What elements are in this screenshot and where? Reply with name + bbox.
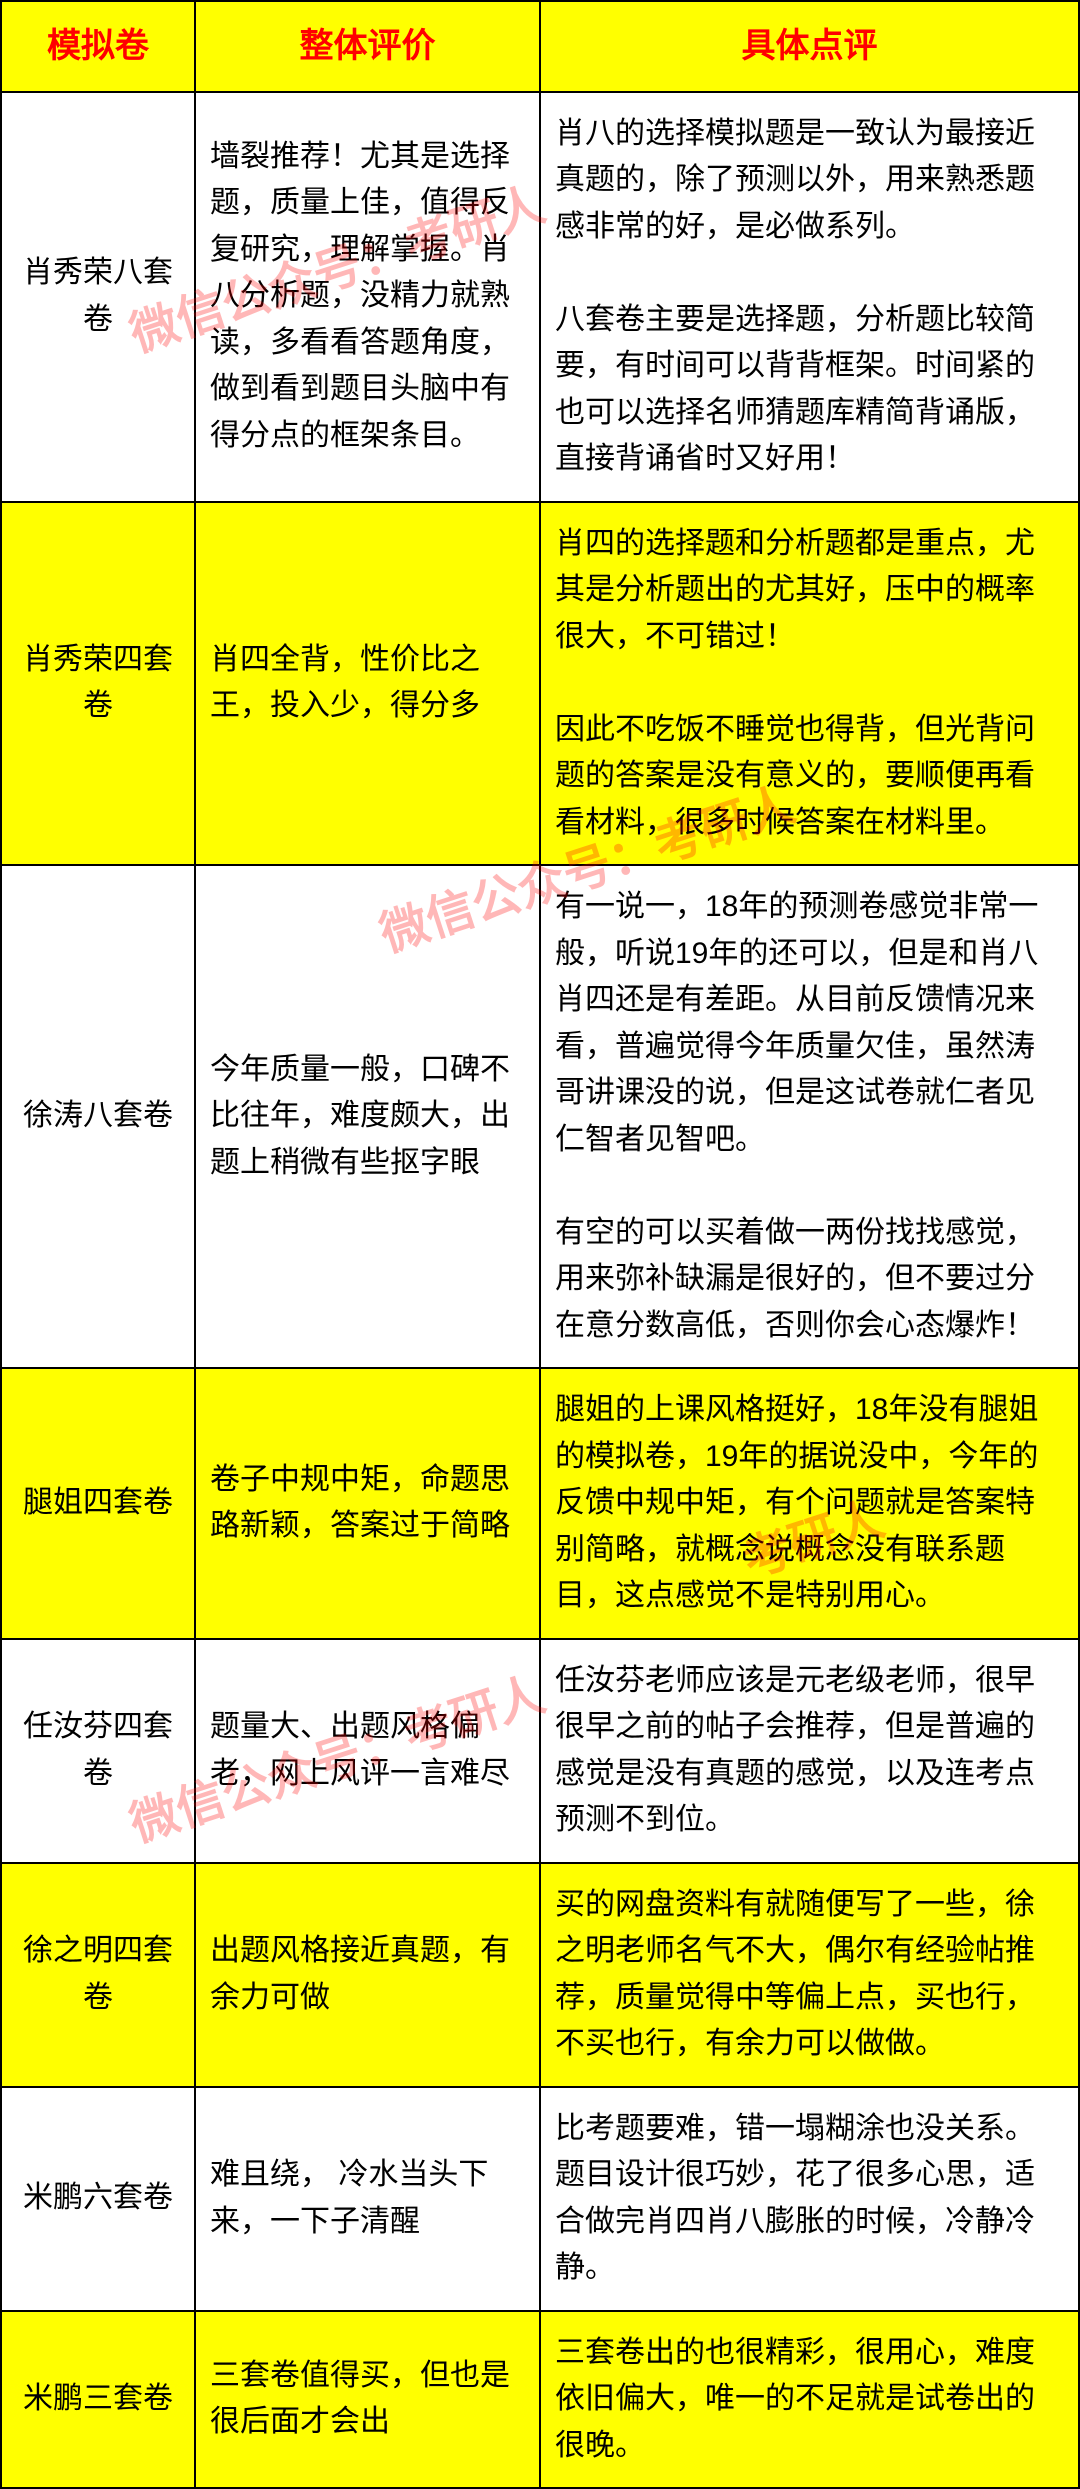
table-header-row: 模拟卷整体评价具体点评 (1, 1, 1079, 92)
cell-overall: 三套卷值得买，但也是很后面才会出 (195, 2311, 540, 2489)
table-row: 米鹏六套卷难且绕， 冷水当头下来，一下子清醒比考题要难，错一塌糊涂也没关系。题目… (1, 2087, 1079, 2311)
cell-detail: 三套卷出的也很精彩，很用心，难度依旧偏大，唯一的不足就是试卷出的很晚。 (540, 2311, 1079, 2489)
cell-overall: 题量大、出题风格偏老，网上风评一言难尽 (195, 1639, 540, 1863)
cell-detail: 腿姐的上课风格挺好，18年没有腿姐的模拟卷，19年的据说没中，今年的反馈中规中矩… (540, 1368, 1079, 1639)
cell-name: 徐之明四套卷 (1, 1863, 195, 2087)
cell-name: 任汝芬四套卷 (1, 1639, 195, 1863)
cell-detail: 任汝芬老师应该是元老级老师，很早很早之前的帖子会推荐，但是普遍的感觉是没有真题的… (540, 1639, 1079, 1863)
header-cell-2: 具体点评 (540, 1, 1079, 92)
cell-overall: 难且绕， 冷水当头下来，一下子清醒 (195, 2087, 540, 2311)
page-container: 模拟卷整体评价具体点评 肖秀荣八套卷墙裂推荐！尤其是选择题，质量上佳，值得反复研… (0, 0, 1080, 2489)
cell-name: 米鹏三套卷 (1, 2311, 195, 2489)
table-row: 徐涛八套卷今年质量一般，口碑不比往年，难度颇大，出题上稍微有些抠字眼有一说一，1… (1, 865, 1079, 1368)
cell-name: 肖秀荣八套卷 (1, 92, 195, 502)
header-cell-1: 整体评价 (195, 1, 540, 92)
table-row: 任汝芬四套卷题量大、出题风格偏老，网上风评一言难尽任汝芬老师应该是元老级老师，很… (1, 1639, 1079, 1863)
cell-overall: 今年质量一般，口碑不比往年，难度颇大，出题上稍微有些抠字眼 (195, 865, 540, 1368)
cell-overall: 墙裂推荐！尤其是选择题，质量上佳，值得反复研究，理解掌握。肖八分析题，没精力就熟… (195, 92, 540, 502)
cell-detail: 肖八的选择模拟题是一致认为最接近真题的，除了预测以外，用来熟悉题感非常的好，是必… (540, 92, 1079, 502)
cell-name: 米鹏六套卷 (1, 2087, 195, 2311)
cell-detail: 比考题要难，错一塌糊涂也没关系。题目设计很巧妙，花了很多心思，适合做完肖四肖八膨… (540, 2087, 1079, 2311)
table-row: 肖秀荣四套卷肖四全背，性价比之王，投入少，得分多肖四的选择题和分析题都是重点，尤… (1, 502, 1079, 866)
header-cell-0: 模拟卷 (1, 1, 195, 92)
review-table: 模拟卷整体评价具体点评 肖秀荣八套卷墙裂推荐！尤其是选择题，质量上佳，值得反复研… (0, 0, 1080, 2489)
table-row: 米鹏三套卷三套卷值得买，但也是很后面才会出三套卷出的也很精彩，很用心，难度依旧偏… (1, 2311, 1079, 2489)
cell-detail: 买的网盘资料有就随便写了一些，徐之明老师名气不大，偶尔有经验帖推荐，质量觉得中等… (540, 1863, 1079, 2087)
table-row: 徐之明四套卷出题风格接近真题，有余力可做买的网盘资料有就随便写了一些，徐之明老师… (1, 1863, 1079, 2087)
table-row: 腿姐四套卷卷子中规中矩，命题思路新颖，答案过于简略腿姐的上课风格挺好，18年没有… (1, 1368, 1079, 1639)
cell-detail: 有一说一，18年的预测卷感觉非常一般，听说19年的还可以，但是和肖八肖四还是有差… (540, 865, 1079, 1368)
cell-name: 徐涛八套卷 (1, 865, 195, 1368)
cell-name: 腿姐四套卷 (1, 1368, 195, 1639)
cell-overall: 肖四全背，性价比之王，投入少，得分多 (195, 502, 540, 866)
cell-overall: 出题风格接近真题，有余力可做 (195, 1863, 540, 2087)
cell-overall: 卷子中规中矩，命题思路新颖，答案过于简略 (195, 1368, 540, 1639)
cell-name: 肖秀荣四套卷 (1, 502, 195, 866)
table-row: 肖秀荣八套卷墙裂推荐！尤其是选择题，质量上佳，值得反复研究，理解掌握。肖八分析题… (1, 92, 1079, 502)
table-body: 肖秀荣八套卷墙裂推荐！尤其是选择题，质量上佳，值得反复研究，理解掌握。肖八分析题… (1, 92, 1079, 2489)
cell-detail: 肖四的选择题和分析题都是重点，尤其是分析题出的尤其好，压中的概率很大，不可错过！… (540, 502, 1079, 866)
